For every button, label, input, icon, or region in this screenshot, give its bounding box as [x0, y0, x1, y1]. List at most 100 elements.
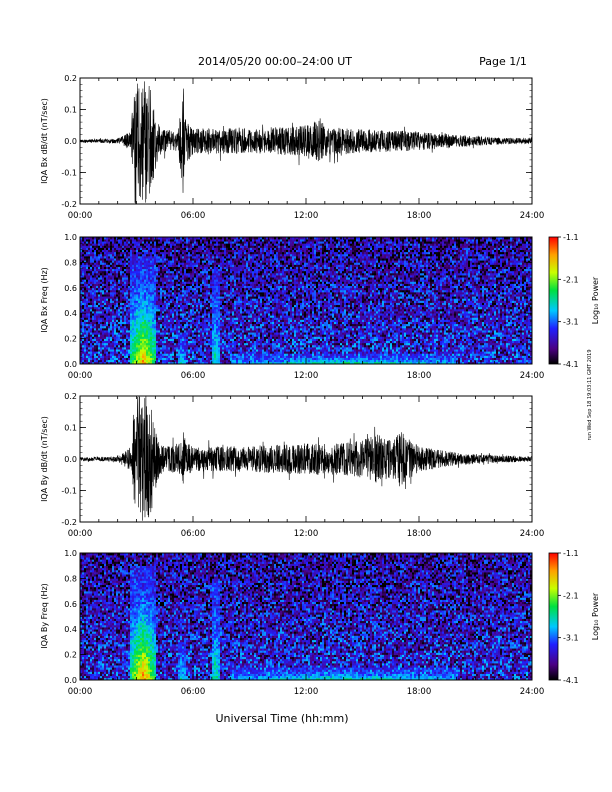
spectrogram-cell — [218, 264, 221, 267]
spectrogram-cell — [190, 306, 193, 310]
spectrogram-cell — [138, 355, 141, 358]
spectrogram-cell — [124, 351, 127, 354]
spectrogram-cell — [110, 239, 113, 242]
spectrogram-cell — [156, 266, 159, 270]
spectrogram-cell — [110, 262, 113, 265]
spectrogram-cell — [154, 266, 157, 270]
spectrogram-cell — [186, 340, 189, 344]
spectrogram-cell — [232, 347, 235, 350]
spectrogram-cell — [236, 347, 239, 350]
spectrogram-cell — [240, 247, 243, 250]
spectrogram-cell — [224, 253, 227, 257]
spectrogram-cell — [240, 344, 243, 348]
spectrogram-cell — [96, 249, 99, 253]
spectrogram-cell — [222, 283, 225, 286]
spectrogram-cell — [94, 272, 97, 276]
spectrogram-cell — [210, 283, 213, 286]
spectrogram-cell — [124, 239, 127, 242]
spectrogram-cell — [138, 243, 141, 246]
spectrogram-cell — [124, 283, 127, 286]
spectrogram-cell — [112, 317, 115, 320]
spectrogram-cell — [122, 300, 125, 303]
spectrogram-cell — [90, 311, 93, 314]
spectrogram-cell — [140, 308, 143, 312]
spectrogram-cell — [84, 334, 87, 337]
spectrogram-cell — [240, 283, 243, 286]
spectrogram-cell — [110, 344, 113, 348]
spectrogram-cell — [166, 266, 169, 270]
spectrogram-cell — [126, 292, 129, 295]
spectrogram-cell — [96, 292, 99, 295]
spectrogram-cell — [228, 338, 231, 342]
spectrogram-cell — [128, 319, 131, 322]
spectrogram-cell — [214, 298, 217, 301]
spectrogram-cell — [172, 304, 175, 308]
spectrogram-cell — [178, 321, 181, 325]
spectrogram-cell — [92, 281, 95, 284]
spectrogram-cell — [236, 258, 239, 261]
spectrogram-cell — [204, 268, 207, 272]
spectrogram-cell — [118, 285, 121, 289]
spectrogram-cell — [174, 292, 177, 295]
spectrogram-cell — [92, 296, 95, 299]
spectrogram-cell — [182, 275, 185, 278]
spectrogram-cell — [184, 302, 187, 306]
spectrogram-cell — [164, 264, 167, 267]
spectrogram-cell — [230, 266, 233, 270]
spectrogram-cell — [96, 323, 99, 327]
spectrogram-cell — [212, 272, 215, 276]
spectrogram-cell — [142, 296, 145, 299]
spectrogram-cell — [236, 296, 239, 299]
spectrogram-cell — [134, 355, 137, 358]
spectrogram-cell — [146, 245, 149, 248]
spectrogram-cell — [234, 302, 237, 306]
spectrogram-cell — [94, 355, 97, 358]
spectrogram-cell — [120, 237, 123, 240]
spectrogram-cell — [132, 328, 135, 331]
spectrogram-cell — [114, 325, 117, 329]
spectrogram-cell — [168, 330, 171, 333]
spectrogram-cell — [100, 243, 103, 246]
spectrogram-cell — [172, 336, 175, 339]
spectrogram-cell — [214, 245, 217, 248]
spectrogram-cell — [158, 315, 161, 318]
spectrogram-cell — [170, 243, 173, 246]
spectrogram-cell — [188, 355, 191, 358]
spectrogram-cell — [204, 342, 207, 346]
spectrogram-cell — [240, 243, 243, 246]
spectrogram-cell — [188, 304, 191, 308]
spectrogram-cell — [174, 253, 177, 257]
spectrogram-cell — [210, 308, 213, 312]
spectrogram-cell — [154, 332, 157, 335]
spectrogram-cell — [116, 311, 119, 314]
spectrogram-cell — [228, 311, 231, 314]
spectrogram-cell — [192, 328, 195, 331]
spectrogram-cell — [94, 332, 97, 335]
spectrogram-cell — [200, 330, 203, 333]
spectrogram-cell — [198, 283, 201, 286]
spectrogram-cell — [204, 323, 207, 327]
spectrogram-cell — [102, 243, 105, 246]
spectrogram-cell — [240, 249, 243, 253]
spectrogram-cell — [106, 245, 109, 248]
spectrogram-cell — [148, 306, 151, 310]
spectrogram-cell — [224, 247, 227, 250]
spectrogram-cell — [142, 323, 145, 327]
spectrogram-cell — [210, 287, 213, 291]
spectrogram-cell — [144, 277, 147, 280]
spectrogram-cell — [226, 347, 229, 350]
spectrogram-cell — [192, 256, 195, 259]
spectrogram-cell — [228, 332, 231, 335]
spectrogram-cell — [204, 347, 207, 350]
spectrogram-cell — [236, 355, 239, 358]
spectrogram-cell — [170, 294, 173, 297]
spectrogram-cell — [116, 334, 119, 337]
spectrogram-cell — [166, 247, 169, 250]
spectrogram-cell — [130, 306, 133, 310]
spectrogram-cell — [230, 275, 233, 278]
spectrogram-cell — [208, 340, 211, 344]
spectrogram-cell — [240, 311, 243, 314]
spectrogram-cell — [124, 315, 127, 318]
spectrogram-cell — [174, 317, 177, 320]
spectrogram-cell — [80, 258, 83, 261]
